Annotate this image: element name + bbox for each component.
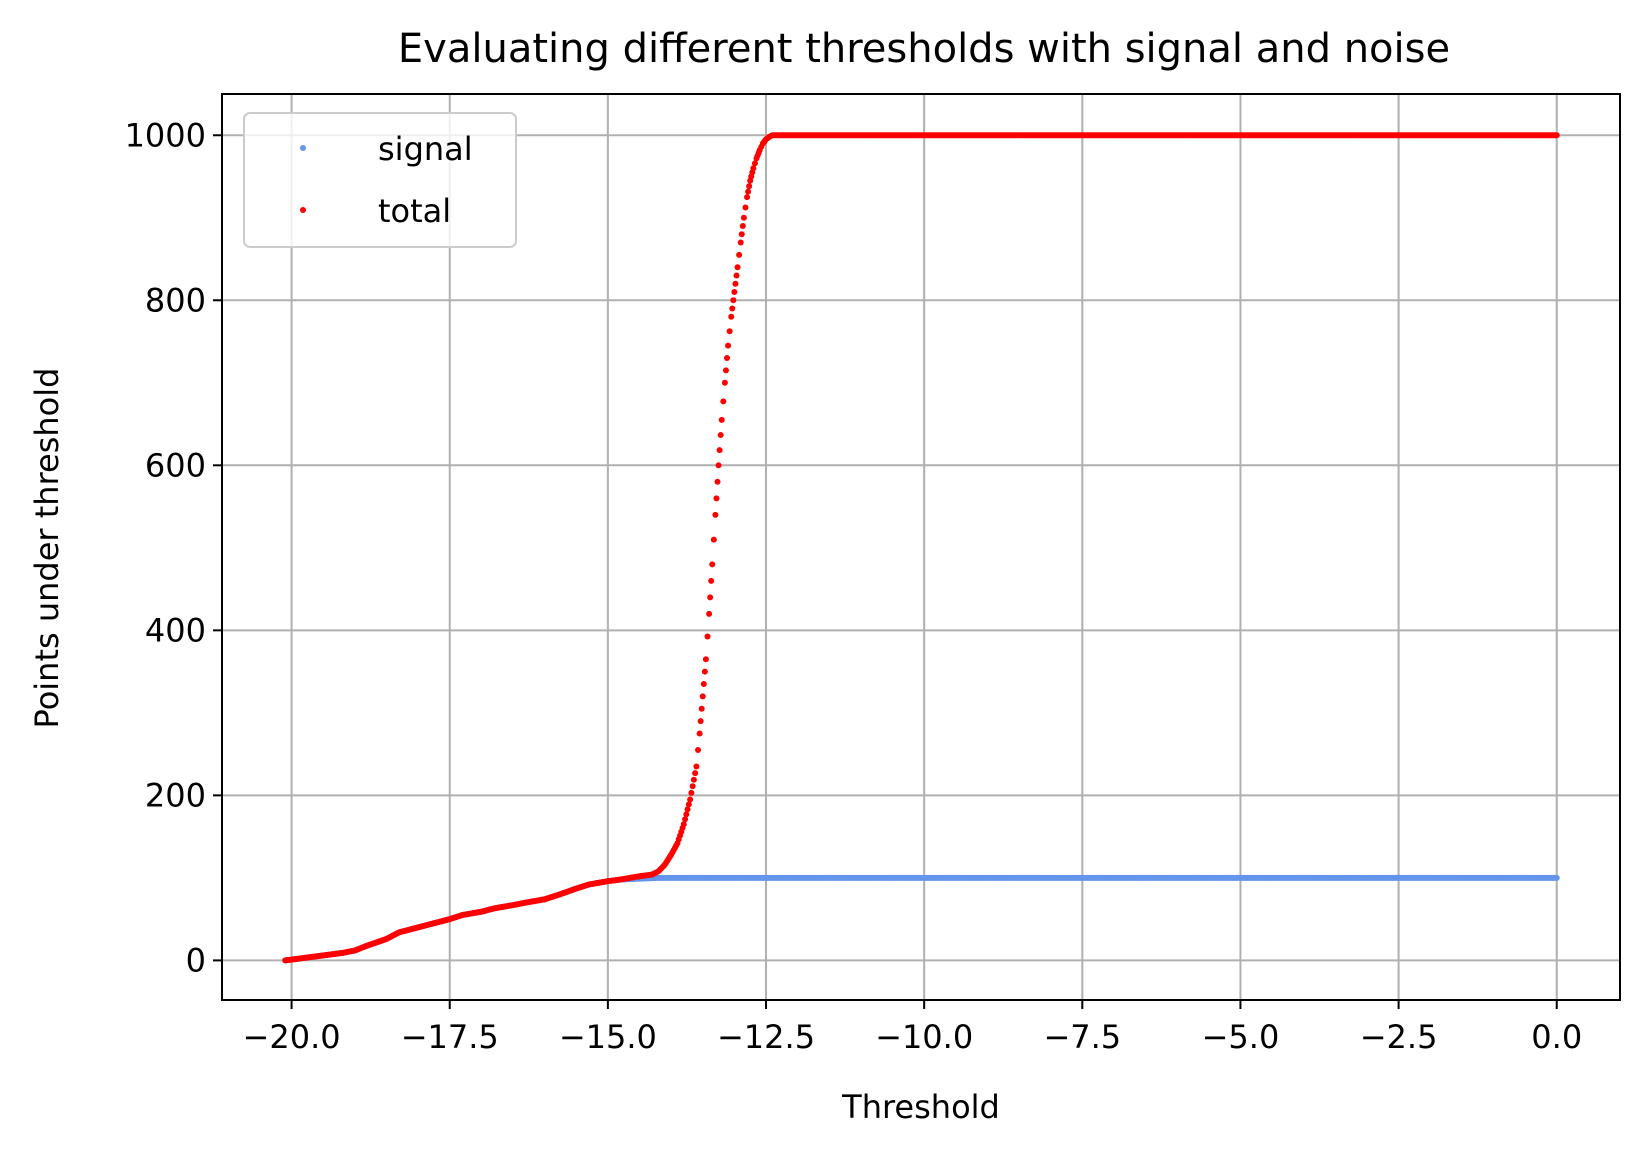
total-point	[1553, 132, 1560, 139]
total-point	[697, 718, 704, 725]
total-point	[712, 511, 719, 518]
total-point	[728, 313, 735, 320]
x-tick-label: −15.0	[559, 1018, 657, 1056]
axis-ticks: −20.0 −17.5 −15.0 −12.5 −10.0 −7.5 −5.0 −2.5 0.0…	[125, 116, 1583, 1056]
total-point	[695, 746, 702, 753]
legend-marker-signal	[300, 145, 306, 151]
total-point	[724, 355, 731, 362]
total-point	[684, 806, 691, 813]
total-point	[714, 478, 721, 485]
y-axis-label: Points under threshold	[28, 368, 66, 729]
legend-box	[243, 112, 517, 248]
total-point	[687, 796, 694, 803]
total-point	[713, 495, 720, 502]
total-point	[698, 705, 705, 712]
legend-label-total: total	[378, 192, 451, 230]
total-point	[729, 305, 736, 312]
series-total	[282, 132, 1560, 964]
legend: signal total	[243, 112, 517, 248]
total-point	[746, 183, 753, 190]
total-point	[718, 416, 725, 423]
y-tick-label: 600	[145, 446, 206, 484]
x-tick-label: −2.5	[1360, 1018, 1438, 1056]
y-tick-label: 200	[145, 776, 206, 814]
total-point	[689, 783, 696, 790]
total-point	[738, 231, 745, 238]
total-point	[739, 223, 746, 230]
total-point	[740, 214, 747, 221]
axes-frame	[221, 93, 1621, 1001]
total-point	[700, 680, 707, 687]
total-point	[736, 251, 743, 258]
total-point	[702, 656, 709, 663]
total-point	[680, 821, 687, 828]
total-point	[750, 165, 757, 172]
total-point	[693, 763, 700, 770]
total-point	[715, 462, 722, 469]
legend-label-signal: signal	[378, 130, 473, 168]
total-point	[696, 730, 703, 737]
total-point	[710, 536, 717, 543]
x-axis-label: Threshold	[841, 1088, 1000, 1126]
chart-title: Evaluating different thresholds with sig…	[398, 26, 1450, 72]
y-tick-label: 0	[186, 941, 206, 979]
total-point	[688, 789, 695, 796]
total-point	[731, 289, 738, 296]
total-point	[732, 280, 739, 287]
total-point	[690, 776, 697, 783]
total-point	[682, 816, 689, 823]
total-point	[733, 272, 740, 279]
total-point	[737, 239, 744, 246]
total-point	[726, 328, 733, 335]
total-point	[730, 297, 737, 304]
total-point	[745, 188, 752, 195]
x-tick-label: −10.0	[875, 1018, 973, 1056]
x-tick-label: −20.0	[243, 1018, 341, 1056]
total-point	[720, 398, 727, 405]
x-tick-label: −7.5	[1043, 1018, 1121, 1056]
total-point	[692, 770, 699, 777]
total-point	[701, 668, 708, 675]
plot-area	[282, 132, 1560, 964]
total-point	[734, 264, 741, 271]
total-point	[709, 561, 716, 568]
total-point	[683, 811, 690, 818]
total-point	[722, 367, 729, 374]
x-tick-label: −12.5	[717, 1018, 815, 1056]
total-point	[717, 432, 724, 439]
x-tick-label: 0.0	[1531, 1018, 1582, 1056]
y-tick-label: 400	[145, 611, 206, 649]
total-point	[704, 633, 711, 640]
y-tick-label: 800	[145, 281, 206, 319]
total-point	[685, 801, 692, 808]
total-point	[725, 342, 732, 349]
legend-marker-total	[300, 207, 306, 213]
y-tick-label: 1000	[125, 116, 206, 154]
total-point	[707, 594, 714, 601]
total-point	[716, 447, 723, 454]
total-point	[706, 610, 713, 617]
signal-point	[1553, 874, 1560, 881]
total-point	[744, 194, 751, 201]
total-point	[721, 379, 728, 386]
total-point	[708, 577, 715, 584]
total-point	[699, 693, 706, 700]
total-point	[742, 204, 749, 211]
x-tick-label: −5.0	[1202, 1018, 1280, 1056]
x-tick-label: −17.5	[401, 1018, 499, 1056]
total-point	[751, 160, 758, 167]
